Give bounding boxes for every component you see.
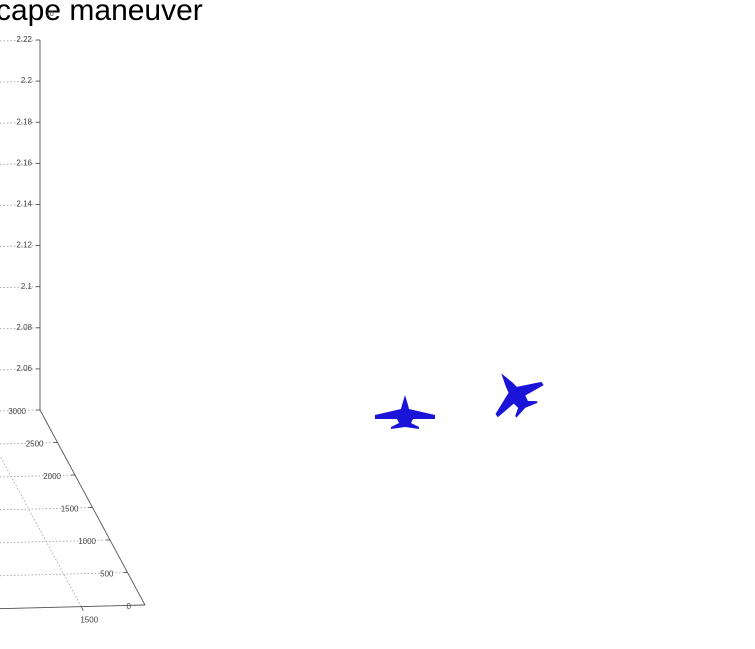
y-tick-label: 1000 [78, 537, 96, 546]
z-tick-label: 2.18 [16, 117, 32, 126]
z-tick-label: 2.22 [16, 35, 32, 44]
chart: 150010005000-500-10050010001500200025003… [0, 0, 755, 649]
z-tick-label: 2.14 [16, 200, 32, 209]
y-tick-label: 500 [100, 570, 114, 579]
y-tick-label: 2500 [26, 440, 44, 449]
z-tick-label: 2.1 [21, 282, 33, 291]
y-tick-label: 3000 [8, 407, 26, 416]
z-tick-label: 2.08 [16, 323, 32, 332]
label-layer: 150010005000-500-10050010001500200025003… [0, 35, 145, 638]
chart-title: cape maneuver [0, 0, 203, 27]
jet-far [478, 357, 550, 426]
y-tick-label: 2000 [43, 472, 61, 481]
z-tick-label: 2.2 [21, 76, 33, 85]
axis-line [0, 605, 145, 620]
y-tick-label: 0 [127, 602, 132, 611]
grid-line [0, 508, 93, 523]
x-tick-label: 1500 [80, 616, 98, 625]
jet-near [375, 395, 435, 429]
page: {"chart_data": { "type": "line3d", "titl… [0, 0, 755, 649]
x-tick [81, 607, 83, 611]
z-tick-label: 2.06 [16, 364, 32, 373]
z-scale-label: 10 [46, 11, 54, 18]
y-tick-label: 1500 [61, 505, 79, 514]
jet-icon [478, 357, 550, 426]
z-tick-label: 2.16 [16, 158, 32, 167]
z-tick-label: 2.12 [16, 241, 32, 250]
jet-icon [375, 395, 435, 429]
